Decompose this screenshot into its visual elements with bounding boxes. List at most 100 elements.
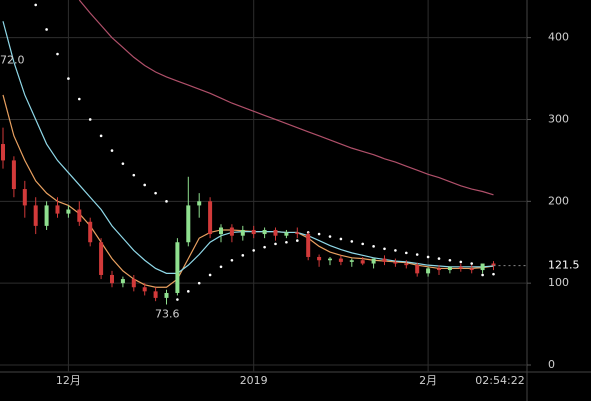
candle-body [208, 201, 213, 235]
candle-body [164, 292, 169, 298]
sar-dot [165, 200, 168, 203]
candle-body [197, 201, 202, 206]
sar-dot [459, 260, 463, 264]
sar-dot [448, 258, 452, 262]
sar-dot [394, 249, 397, 252]
candle-body [480, 263, 485, 271]
sar-dot [339, 237, 343, 241]
candle-body [153, 291, 158, 298]
sar-dot [252, 249, 255, 252]
x-tick-label: 2019 [240, 374, 268, 387]
sar-dot [230, 258, 234, 262]
sar-dot [437, 257, 441, 260]
candle-body [99, 242, 104, 275]
sar-dot [317, 232, 321, 236]
sar-dot [241, 254, 245, 257]
annotation: 72.0 [0, 54, 25, 67]
sar-dot [263, 245, 266, 249]
sar-dot [34, 3, 37, 7]
candle-body [415, 265, 420, 274]
candle-body [66, 209, 71, 214]
candle-body [11, 160, 16, 190]
sar-dot [208, 273, 212, 277]
candle-body [491, 263, 496, 266]
y-tick-label: 0 [548, 358, 555, 371]
candle-body [426, 268, 431, 274]
sar-dot [470, 262, 474, 265]
candle-body [77, 209, 82, 222]
annotation: 73.6 [155, 307, 180, 320]
candle-body [458, 266, 463, 269]
countdown: 02:54:22 [475, 374, 524, 387]
candle-body [284, 232, 289, 236]
candle-body [360, 260, 365, 264]
sar-dot [176, 298, 179, 301]
sar-dot [415, 253, 419, 256]
sar-dot [328, 235, 332, 238]
sar-dot [99, 134, 103, 138]
candle-body [120, 279, 125, 284]
candle-body [110, 274, 114, 284]
sar-dot [143, 183, 146, 187]
sar-dot [274, 242, 277, 246]
candle-body [55, 205, 60, 214]
indicator-line [78, 0, 494, 196]
sar-dot [383, 247, 386, 251]
x-tick-label: 12月 [56, 374, 81, 387]
candle-body [22, 189, 27, 206]
candle-body [447, 266, 452, 271]
sar-dot [88, 118, 92, 121]
sar-dot [405, 251, 408, 255]
candle-body [469, 268, 474, 271]
sar-dot [110, 149, 114, 152]
candle-body [229, 227, 234, 236]
candle-body [404, 263, 409, 266]
x-tick-label: 2月 [419, 374, 437, 387]
candle-body [328, 258, 332, 261]
sar-dot [197, 281, 201, 285]
candle-body [262, 229, 267, 235]
candle-body [295, 232, 300, 235]
sar-dot [121, 162, 125, 165]
sar-dot [296, 239, 299, 242]
sar-dot [426, 255, 430, 259]
sar-dot [45, 28, 48, 31]
candle-body [317, 256, 322, 261]
candle-body [33, 205, 38, 226]
sar-dot [154, 191, 157, 195]
indicator-line [2, 94, 494, 288]
candle-body [382, 258, 387, 262]
sar-dot [481, 273, 484, 277]
candle-body [175, 242, 180, 293]
indicator-line [2, 21, 494, 274]
candle-body [131, 279, 136, 288]
sar-dot [361, 242, 365, 246]
sar-dot [187, 290, 190, 293]
candle-body [371, 258, 376, 264]
sar-dot [56, 52, 59, 56]
y-tick-label: 100 [548, 276, 569, 289]
sar-dot [372, 245, 375, 248]
sar-dot [78, 97, 81, 101]
candle-body [273, 229, 278, 236]
candle-body [437, 268, 441, 271]
candle-body [338, 258, 343, 262]
candle-body [251, 229, 256, 235]
candle-body [393, 261, 398, 264]
y-tick-label: 400 [548, 31, 569, 44]
y-tick-label: 300 [548, 112, 569, 125]
candle-body [88, 221, 93, 243]
sar-dot [492, 272, 495, 276]
sar-dot [285, 240, 288, 244]
candle-body [219, 227, 223, 235]
candle-body [142, 287, 147, 292]
last-price-label: 121.5 [548, 259, 580, 272]
candle-body [240, 229, 245, 236]
candle-body [1, 144, 5, 161]
sar-dot [132, 173, 136, 177]
candle-body [186, 205, 191, 243]
candle-body [44, 205, 49, 226]
sar-dot [219, 265, 223, 269]
sar-dot [67, 77, 70, 80]
